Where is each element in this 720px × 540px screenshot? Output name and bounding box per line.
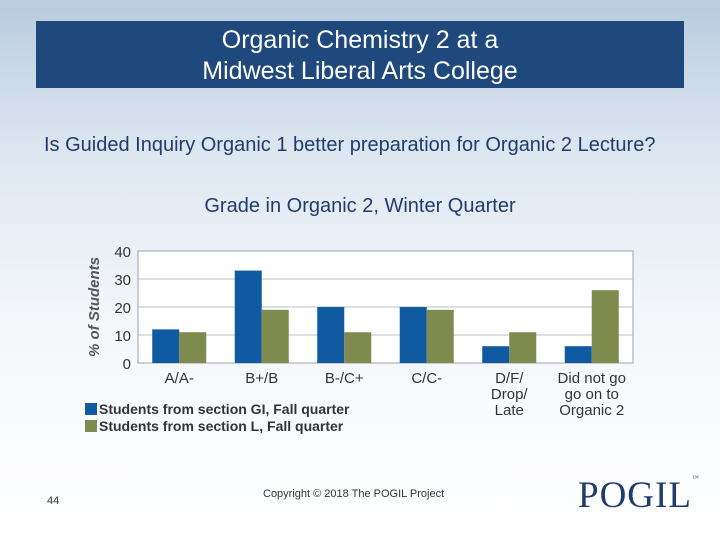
bar	[179, 332, 207, 363]
legend-label: Students from section L, Fall quarter	[99, 418, 344, 434]
pogil-logo-tm: ™	[691, 474, 700, 482]
bar	[564, 346, 592, 363]
x-tick-label: C/C-	[411, 370, 442, 387]
legend-label: Students from section GI, Fall quarter	[99, 401, 350, 417]
pogil-logo-text: POGIL	[578, 475, 692, 516]
x-tick-label: Organic 2	[559, 402, 624, 419]
x-tick-label: Drop/	[491, 386, 529, 403]
legend-swatch	[85, 420, 97, 432]
y-tick-label: 0	[123, 356, 131, 373]
bar	[509, 332, 537, 363]
bar	[482, 346, 510, 363]
slide-title-line2: Midwest Liberal Arts College	[202, 57, 518, 85]
x-tick-label: Late	[495, 402, 524, 419]
bar	[152, 329, 180, 363]
bar	[261, 309, 289, 363]
copyright-text: Copyright © 2018 The POGIL Project	[263, 488, 445, 500]
bar	[234, 270, 262, 363]
y-tick-label: 20	[114, 300, 131, 317]
x-tick-label: D/F/	[495, 370, 524, 387]
x-tick-label: go on to	[565, 386, 619, 403]
x-tick-label: Did not go	[558, 370, 626, 387]
bar	[426, 309, 454, 363]
bar	[317, 307, 345, 363]
y-tick-label: 10	[114, 328, 131, 345]
chart-subtitle: Grade in Organic 2, Winter Quarter	[204, 195, 516, 217]
slide-title: Organic Chemistry 2 at a Midwest Liberal…	[36, 21, 684, 88]
slide-number: 44	[47, 495, 60, 507]
bar	[591, 290, 619, 363]
y-axis-label: % of Students	[86, 257, 103, 357]
legend-swatch	[85, 403, 97, 415]
bar	[399, 307, 427, 363]
x-tick-label: B-/C+	[325, 370, 364, 387]
bar-chart: 0 10 20 30 40 % of Students A/A- B+/B B-/C+ C/C- D…	[85, 244, 634, 434]
x-tick-label: B+/B	[245, 370, 278, 387]
y-tick-label: 40	[114, 244, 131, 261]
question-text: Is Guided Inquiry Organic 1 better prepa…	[44, 134, 656, 156]
bar	[344, 332, 372, 363]
slide-title-line1: Organic Chemistry 2 at a	[221, 26, 499, 54]
pogil-logo: POGIL™	[578, 474, 700, 517]
x-tick-label: A/A-	[165, 370, 194, 387]
y-tick-label: 30	[114, 272, 131, 289]
